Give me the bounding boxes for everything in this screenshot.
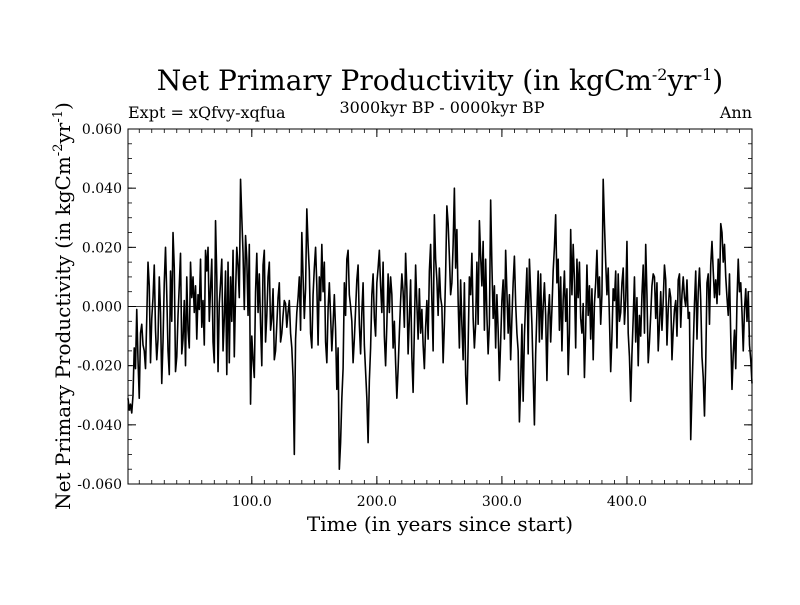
y-tick-label: -0.060 — [77, 477, 122, 493]
x-tick-label: 300.0 — [482, 494, 522, 510]
y-tick-label: 0.000 — [82, 300, 122, 316]
chart-title: Net Primary Productivity (in kgCm-2yr-1) — [157, 64, 723, 97]
x-tick-label: 400.0 — [607, 494, 647, 510]
y-tick-labels: -0.060 -0.040 -0.020 0.000 0.020 0.040 0.060 — [77, 122, 122, 493]
season-label: Ann — [719, 103, 752, 122]
series-line — [127, 178, 753, 471]
plot-frame — [127, 128, 753, 485]
y-axis-label: Net Primary Productivity (in kgCm-2yr-1) — [51, 102, 75, 510]
x-tick-label: 200.0 — [357, 494, 397, 510]
y-tick-label: -0.020 — [77, 359, 122, 375]
expt-label: Expt = xQfvy-xqfua — [128, 103, 286, 122]
y-tick-label: 0.040 — [82, 181, 122, 197]
y-tick-label: 0.020 — [82, 240, 122, 256]
x-axis-label: Time (in years since start) — [307, 512, 573, 536]
x-tick-labels: 100.0 200.0 300.0 400.0 — [232, 494, 647, 510]
y-tick-label: 0.060 — [82, 122, 122, 138]
period-label: 3000kyr BP - 0000kyr BP — [340, 98, 545, 117]
x-tick-label: 100.0 — [232, 494, 272, 510]
y-tick-label: -0.040 — [77, 418, 122, 434]
